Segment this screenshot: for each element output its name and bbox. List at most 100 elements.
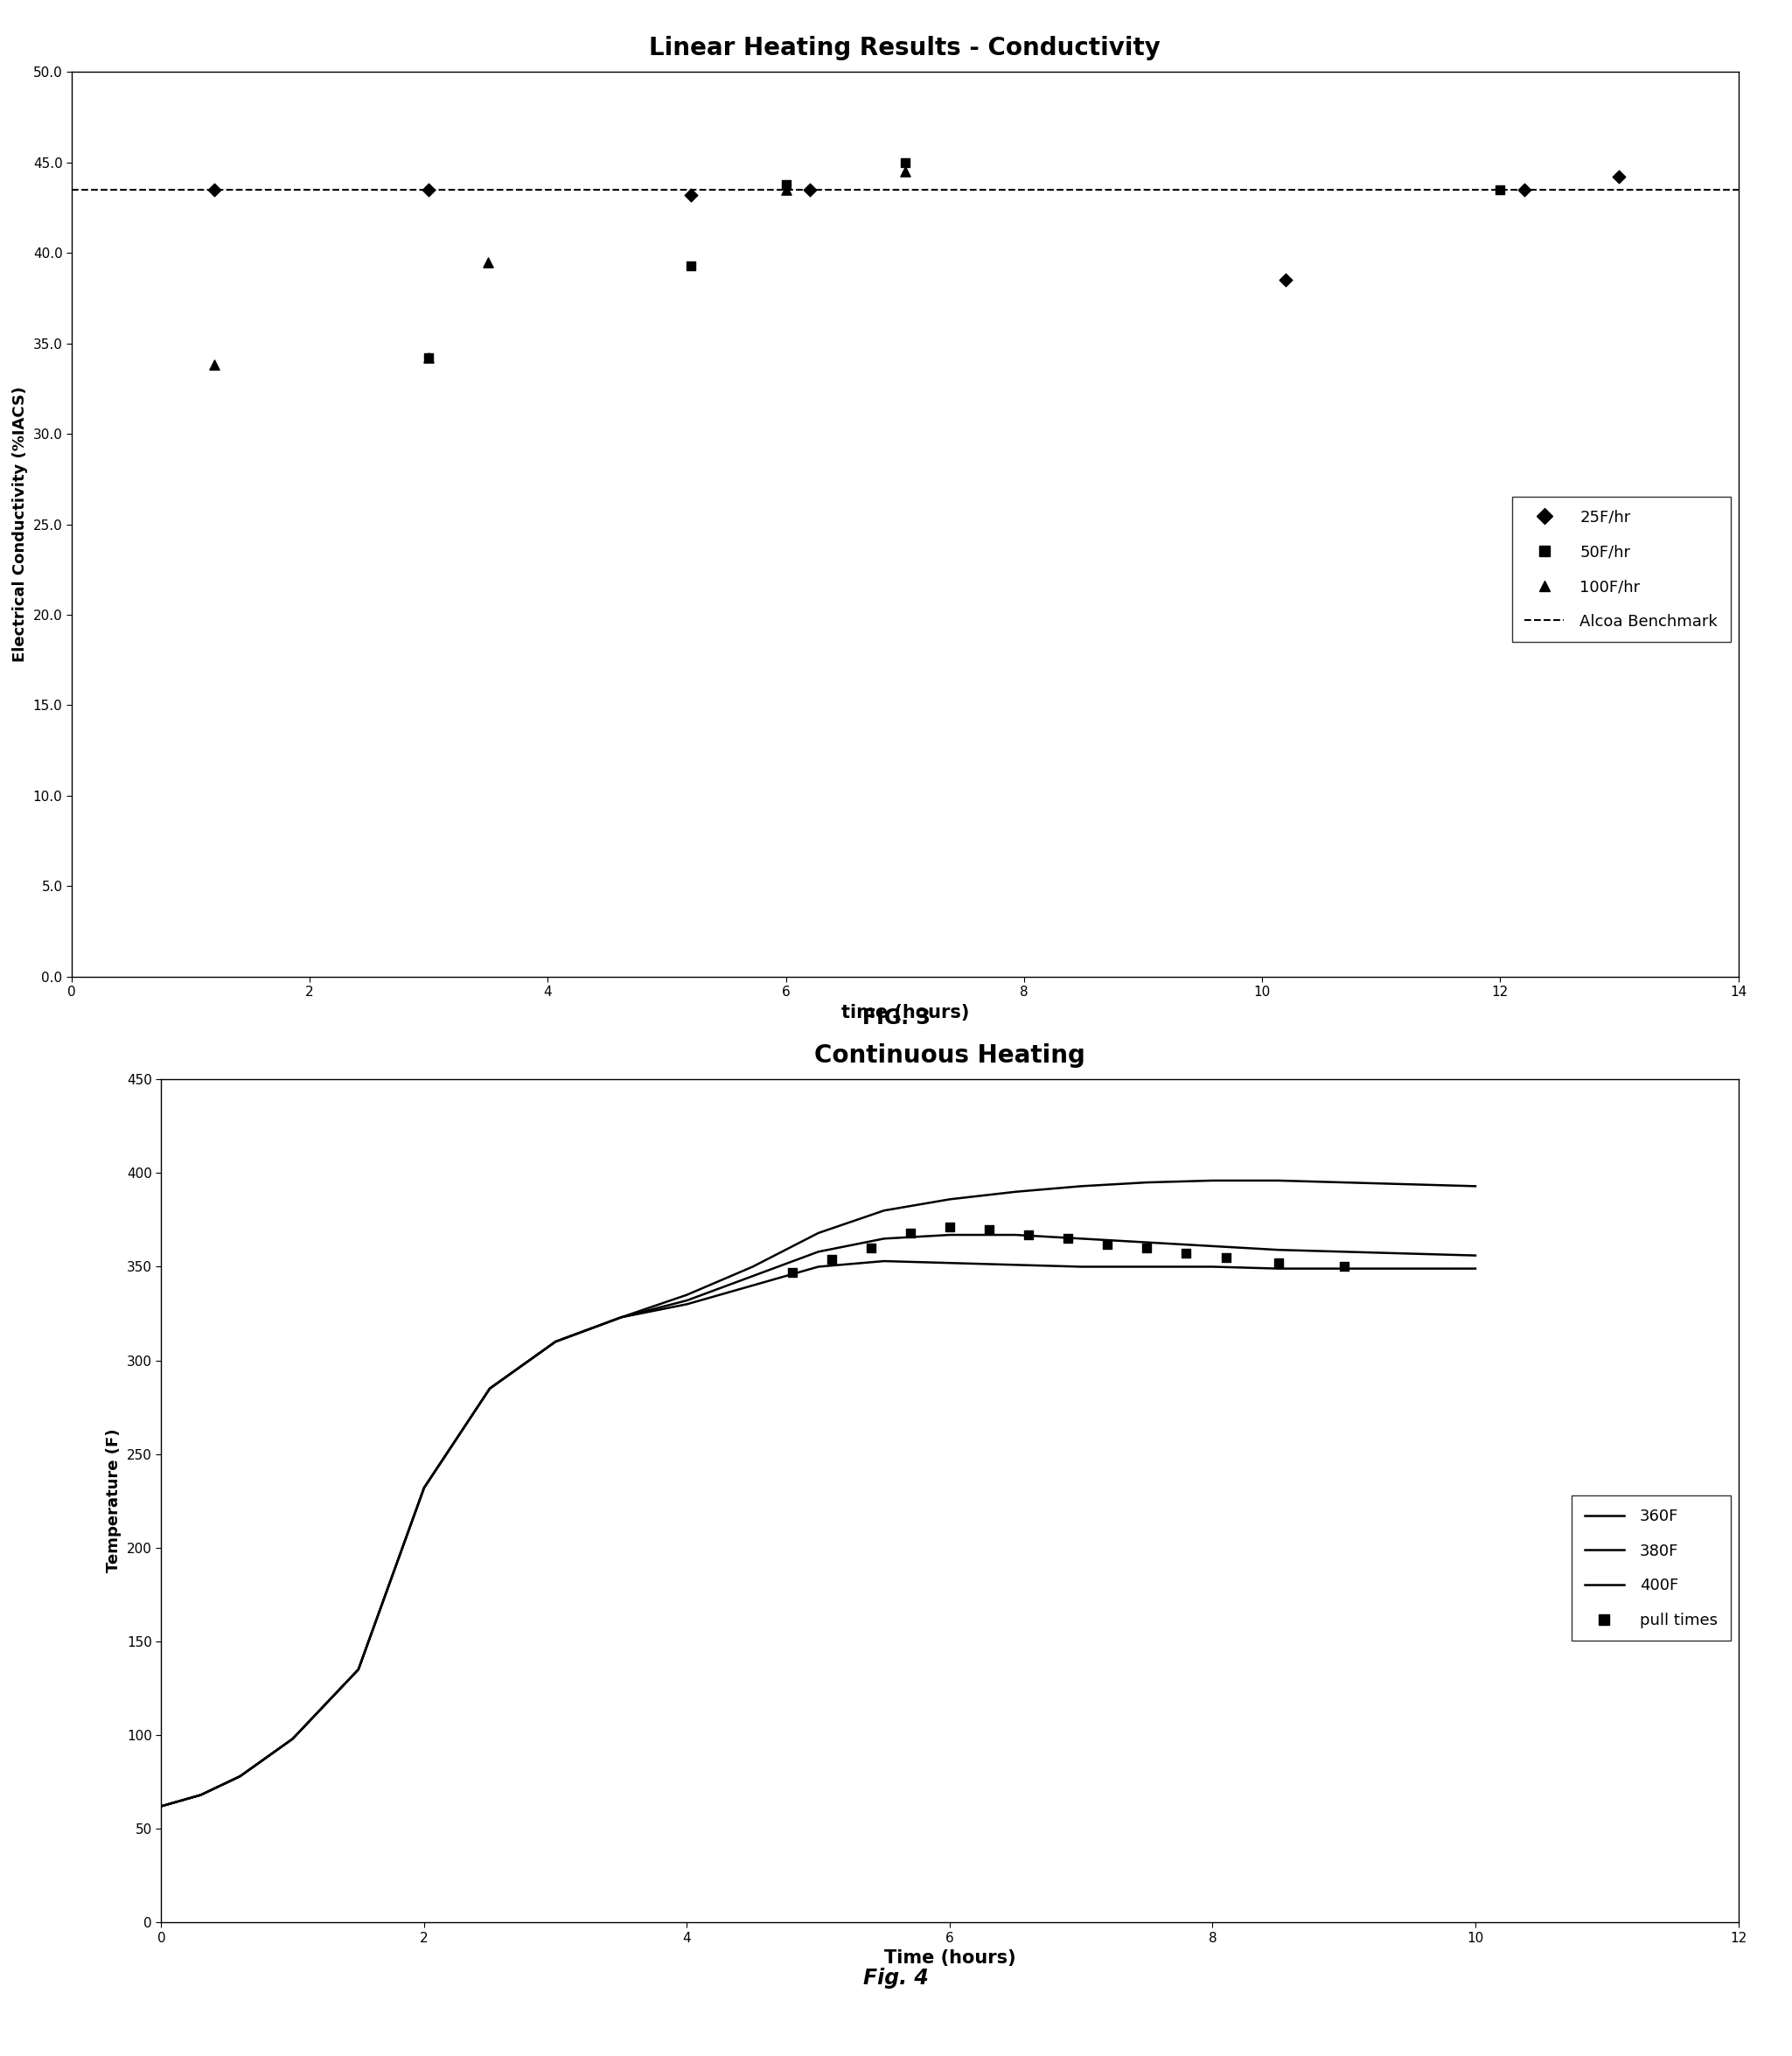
360F	[742, 1273, 763, 1297]
pull times	[1211, 1242, 1240, 1275]
Line: 400F: 400F	[161, 1180, 1475, 1807]
380F	[478, 1375, 500, 1400]
380F	[742, 1264, 763, 1289]
380F	[808, 1240, 830, 1264]
380F	[414, 1476, 435, 1501]
360F	[1070, 1254, 1091, 1279]
400F	[1005, 1180, 1027, 1205]
400F	[478, 1375, 500, 1400]
400F	[676, 1283, 697, 1308]
Y-axis label: Electrical Conductivity (%IACS): Electrical Conductivity (%IACS)	[13, 387, 29, 662]
pull times	[1054, 1221, 1082, 1254]
360F	[281, 1727, 303, 1752]
Point	[201, 350, 229, 382]
380F	[1464, 1244, 1486, 1269]
pull times	[975, 1213, 1004, 1246]
Point	[1606, 160, 1634, 193]
Line: 360F: 360F	[161, 1260, 1475, 1807]
380F	[1400, 1242, 1421, 1266]
400F	[1464, 1174, 1486, 1199]
360F	[611, 1306, 633, 1330]
Point	[891, 146, 919, 179]
400F	[611, 1306, 633, 1330]
Point	[414, 341, 443, 374]
400F	[1136, 1170, 1158, 1195]
380F	[348, 1657, 369, 1682]
Point	[772, 169, 801, 201]
pull times	[1093, 1227, 1122, 1260]
Point	[201, 173, 229, 206]
Point	[473, 245, 502, 278]
360F	[808, 1254, 830, 1279]
360F	[229, 1764, 251, 1789]
400F	[873, 1199, 894, 1223]
360F	[190, 1783, 211, 1807]
360F	[1136, 1254, 1158, 1279]
pull times	[1014, 1219, 1043, 1252]
360F	[1464, 1256, 1486, 1281]
380F	[1005, 1223, 1027, 1248]
Line: 380F: 380F	[161, 1236, 1475, 1807]
Title: Linear Heating Results - Conductivity: Linear Heating Results - Conductivity	[649, 35, 1161, 60]
400F	[1070, 1174, 1091, 1199]
400F	[348, 1657, 369, 1682]
360F	[676, 1291, 697, 1316]
X-axis label: time (hours): time (hours)	[840, 1003, 969, 1022]
Legend: 360F, 380F, 400F, pull times: 360F, 380F, 400F, pull times	[1572, 1497, 1731, 1641]
360F	[1005, 1252, 1027, 1277]
400F	[190, 1783, 211, 1807]
380F	[939, 1223, 961, 1248]
360F	[873, 1248, 894, 1273]
380F	[1136, 1229, 1158, 1254]
360F	[478, 1375, 500, 1400]
360F	[545, 1330, 566, 1355]
Text: Fig. 4: Fig. 4	[864, 1968, 928, 1988]
380F	[281, 1727, 303, 1752]
380F	[676, 1289, 697, 1314]
400F	[742, 1254, 763, 1279]
400F	[229, 1764, 251, 1789]
380F	[1333, 1240, 1355, 1264]
380F	[1267, 1238, 1288, 1262]
pull times	[1263, 1246, 1292, 1279]
380F	[1202, 1234, 1224, 1258]
Point	[1272, 263, 1301, 296]
400F	[1400, 1172, 1421, 1197]
360F	[1400, 1256, 1421, 1281]
380F	[190, 1783, 211, 1807]
400F	[414, 1476, 435, 1501]
400F	[281, 1727, 303, 1752]
Legend: 25F/hr, 50F/hr, 100F/hr, Alcoa Benchmark: 25F/hr, 50F/hr, 100F/hr, Alcoa Benchmark	[1512, 498, 1731, 641]
Point	[414, 341, 443, 374]
Text: FIG. 3: FIG. 3	[862, 1007, 930, 1028]
360F	[1333, 1256, 1355, 1281]
400F	[151, 1795, 172, 1820]
X-axis label: Time (hours): Time (hours)	[883, 1949, 1016, 1968]
Y-axis label: Temperature (F): Temperature (F)	[106, 1429, 122, 1573]
400F	[808, 1221, 830, 1246]
pull times	[1172, 1238, 1201, 1271]
380F	[1070, 1225, 1091, 1250]
Point	[772, 173, 801, 206]
400F	[1202, 1168, 1224, 1192]
Point	[1509, 173, 1538, 206]
pull times	[896, 1217, 925, 1250]
Point	[676, 179, 704, 212]
380F	[611, 1306, 633, 1330]
400F	[1333, 1170, 1355, 1195]
pull times	[778, 1256, 806, 1289]
360F	[414, 1476, 435, 1501]
360F	[348, 1657, 369, 1682]
Point	[414, 173, 443, 206]
380F	[229, 1764, 251, 1789]
400F	[939, 1186, 961, 1211]
pull times	[935, 1211, 964, 1244]
Title: Continuous Heating: Continuous Heating	[814, 1042, 1086, 1067]
400F	[1267, 1168, 1288, 1192]
pull times	[1330, 1250, 1358, 1283]
380F	[151, 1795, 172, 1820]
Point	[676, 249, 704, 282]
pull times	[1133, 1232, 1161, 1264]
pull times	[817, 1242, 846, 1275]
pull times	[857, 1232, 885, 1264]
